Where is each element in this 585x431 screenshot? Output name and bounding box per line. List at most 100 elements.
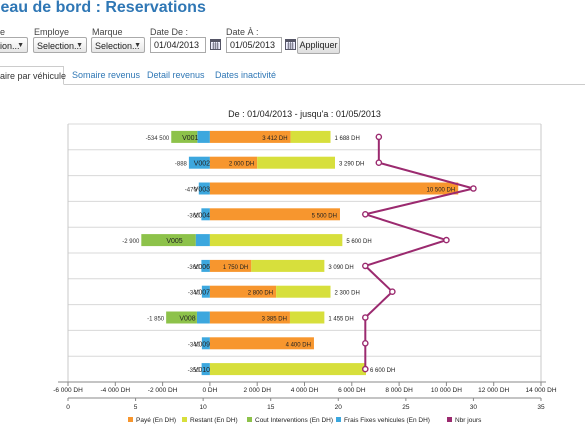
category-label: V004 <box>194 212 210 219</box>
legend-item: Nbr jours <box>455 417 482 424</box>
data-label-negative: -470 <box>185 188 198 194</box>
category-label: V008 <box>179 316 195 323</box>
bar-paye <box>209 337 314 350</box>
legend-swatch <box>447 417 452 422</box>
line-nbr-jours <box>361 136 474 370</box>
employe-label: Employe <box>34 27 70 37</box>
page-title: leau de bord : Reservations <box>0 0 206 16</box>
data-label-restant: 1 688 DH <box>335 136 360 142</box>
bar-cout <box>141 234 196 247</box>
bar-restant <box>209 363 366 376</box>
calendar-icon[interactable] <box>210 39 221 50</box>
data-label-restant: 1 455 DH <box>328 317 353 323</box>
tab-sommaire-vehicule[interactable]: aire par véhicule <box>0 66 66 85</box>
point-nbr-jours <box>375 133 383 141</box>
category-label: V002 <box>194 161 210 168</box>
point-nbr-jours <box>362 210 369 218</box>
data-label-restant: 5 600 DH <box>346 239 371 245</box>
calendar-icon[interactable] <box>285 39 296 50</box>
legend-swatch <box>336 417 341 422</box>
data-label-paye: 10 500 DH <box>427 188 456 194</box>
bar-paye <box>209 311 290 324</box>
bar-restant <box>251 259 325 272</box>
legend-swatch <box>128 417 133 422</box>
data-label-negative: -534 500 <box>146 136 170 142</box>
chevron-down-icon: ▼ <box>76 42 83 49</box>
x2-axis-tick-label: 20 <box>335 404 343 411</box>
x2-axis-tick-label: 35 <box>537 404 545 411</box>
x2-axis-tick-label: 30 <box>470 404 478 411</box>
chart-title: De : 01/04/2013 - jusqu'a : 01/05/2013 <box>228 109 381 119</box>
bar-frais <box>188 156 210 169</box>
bar-paye <box>209 182 459 195</box>
tab-dates-inactivite[interactable]: Dates inactivité <box>215 70 277 80</box>
marque-label: Marque <box>92 27 123 37</box>
data-label-paye: 1 750 DH <box>223 265 248 271</box>
category-label: V009 <box>194 341 210 348</box>
bar-cout <box>171 130 198 143</box>
bar-frais <box>197 130 210 143</box>
date-a-label: Date À : <box>226 27 259 37</box>
marque-select[interactable]: Selection... ▼ <box>91 37 145 53</box>
bar-frais <box>201 208 210 221</box>
category-label: V005 <box>166 238 182 245</box>
data-label-paye: 5 500 DH <box>312 213 337 219</box>
data-label-negative: -340 <box>188 291 201 297</box>
x-axis-tick-label: 2 000 DH <box>243 387 271 394</box>
bar-restant <box>257 156 336 169</box>
point-nbr-jours <box>470 185 477 192</box>
bar-frais <box>201 337 210 350</box>
tab-somaire-revenus[interactable]: Somaire revenus <box>72 70 141 80</box>
legend-swatch <box>247 417 252 422</box>
date-a-input[interactable] <box>226 37 282 53</box>
bar-restant <box>276 285 331 298</box>
x-axis-tick-label: 10 000 DH <box>431 387 462 394</box>
filter-select-1[interactable]: ion... ▼ <box>0 37 28 53</box>
bar-paye <box>209 208 340 221</box>
x-axis-tick-label: -4 000 DH <box>100 387 130 394</box>
tab-detail-revenus[interactable]: Detail revenus <box>147 70 205 80</box>
data-label-paye: 3 385 DH <box>262 317 287 323</box>
x-axis-tick-label: 6 000 DH <box>338 387 366 394</box>
point-nbr-jours <box>362 262 369 270</box>
point-nbr-jours <box>362 314 369 321</box>
x2-axis-tick-label: 5 <box>134 404 138 411</box>
bar-frais <box>201 363 210 376</box>
marque-select-value: Selection... <box>95 41 140 51</box>
bar-frais <box>201 259 210 272</box>
x-axis-tick-label: 12 000 DH <box>478 387 509 394</box>
x-axis-tick-label: 4 000 DH <box>291 387 319 394</box>
employe-select[interactable]: Selection... ▼ <box>33 37 87 53</box>
data-label-negative: -1 850 <box>147 317 165 323</box>
x-axis-tick-label: -6 000 DH <box>53 387 83 394</box>
point-nbr-jours <box>389 288 396 296</box>
apply-button[interactable]: Appliquer <box>297 37 340 54</box>
bar-cout <box>166 311 197 324</box>
x-axis-tick-label: -2 000 DH <box>148 387 178 394</box>
bar-restant <box>290 130 331 143</box>
category-label: V010 <box>194 367 210 374</box>
legend-item: Frais Fixes vehicules (En DH) <box>344 417 430 424</box>
data-label-paye: 2 800 DH <box>248 291 273 297</box>
bar-paye <box>209 156 258 169</box>
data-label-paye: 3 412 DH <box>262 136 287 142</box>
category-label: V001 <box>182 135 198 142</box>
date-de-input[interactable] <box>150 37 206 53</box>
data-label-negative: -350 <box>188 368 201 374</box>
x2-axis-tick-label: 0 <box>66 404 70 411</box>
legend-item: Payé (En DH) <box>136 417 176 424</box>
data-label-negative: -888 <box>175 162 188 168</box>
bar-frais <box>201 285 210 298</box>
point-nbr-jours <box>362 365 369 373</box>
chevron-down-icon: ▼ <box>17 42 24 49</box>
point-nbr-jours <box>443 236 450 244</box>
bar-restant <box>289 311 325 324</box>
x-axis-tick-label: 8 000 DH <box>385 387 413 394</box>
chevron-down-icon: ▼ <box>134 42 141 49</box>
x-axis-tick-label: 14 000 DH <box>525 387 556 394</box>
data-label-paye: 4 400 DH <box>286 342 311 348</box>
point-nbr-jours <box>362 339 369 347</box>
data-label-restant: 2 300 DH <box>335 291 360 297</box>
filter-label-1: le <box>0 27 6 37</box>
